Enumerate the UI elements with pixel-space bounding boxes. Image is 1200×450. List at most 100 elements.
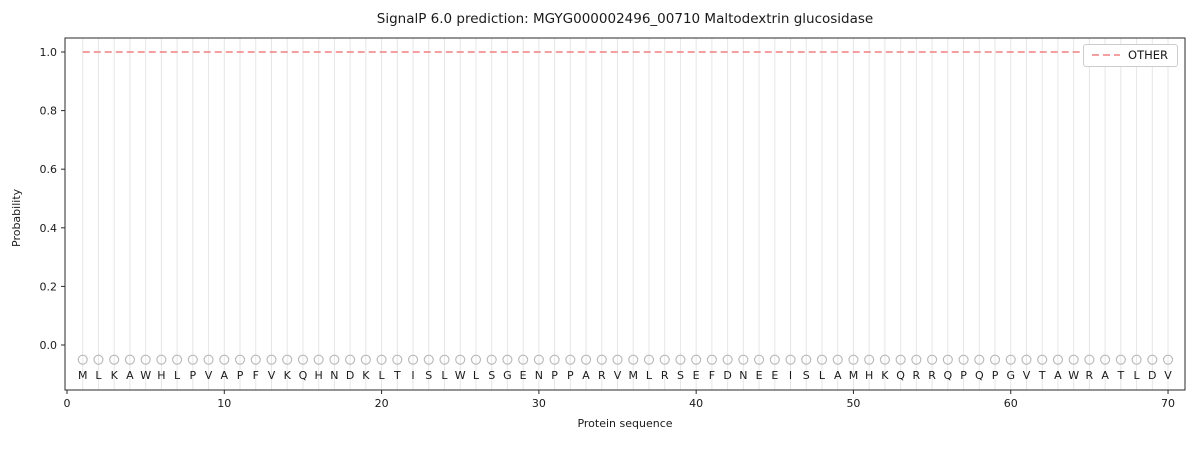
residue-marker-circle [1068, 354, 1079, 365]
residue-letter: W [1068, 369, 1079, 382]
residue-marker-circle [628, 354, 639, 365]
residue-letter: T [1116, 369, 1124, 382]
residue-letter: Q [299, 369, 308, 382]
residue-letter: I [789, 369, 792, 382]
residue-marker-circle [1131, 354, 1142, 365]
residue-letter: V [205, 369, 213, 382]
residue-letter: L [819, 369, 826, 382]
residue-letter: S [425, 369, 432, 382]
x-tick-label: 60 [1004, 397, 1018, 410]
residue-marker-circle [816, 354, 828, 365]
residue-marker-circle [565, 354, 576, 365]
y-tick-label: 0.6 [40, 163, 58, 176]
residue-marker-circle [738, 354, 749, 365]
residue-letter: K [881, 369, 889, 382]
residue-marker-circle [486, 354, 497, 365]
residue-letter: A [582, 369, 590, 382]
residue-marker-circle [376, 354, 387, 365]
residue-letter: R [928, 369, 936, 382]
residue-marker-circle [203, 354, 214, 365]
residue-letter: E [771, 369, 778, 382]
residue-letter: A [1054, 369, 1062, 382]
x-tick-label: 10 [217, 397, 231, 410]
residue-letter: H [157, 369, 165, 382]
residue-letter: P [190, 369, 197, 382]
x-tick-label: 0 [64, 397, 71, 410]
residue-letter: V [268, 369, 276, 382]
residue-letter: A [126, 369, 134, 382]
residue-marker-circle [832, 354, 843, 365]
residue-marker-circle [439, 354, 450, 365]
residue-letter: N [739, 369, 747, 382]
residue-marker-circle [156, 354, 167, 365]
residue-letter: P [551, 369, 558, 382]
residue-letter: A [834, 369, 842, 382]
residue-marker-circle [1084, 354, 1095, 365]
residue-marker-circle [1052, 354, 1063, 365]
residue-marker-circle [675, 354, 686, 365]
residue-marker-circle [958, 354, 969, 365]
residue-marker-circle [533, 354, 544, 365]
x-tick-label: 30 [532, 397, 546, 410]
residue-marker-circle [1100, 354, 1111, 365]
residue-letter: Q [943, 369, 952, 382]
residue-marker-circle [596, 354, 607, 365]
legend-dashed-line-icon [1092, 54, 1121, 56]
residue-letter: E [756, 369, 763, 382]
residue-marker-circle [879, 354, 890, 365]
residue-letter: N [535, 369, 543, 382]
residue-letter: T [1038, 369, 1046, 382]
residue-letter: Q [896, 369, 905, 382]
residue-marker-circle [470, 354, 482, 365]
residue-letter: P [567, 369, 574, 382]
residue-marker-circle [1021, 354, 1032, 365]
residue-marker-circle [785, 354, 796, 365]
x-tick-label: 40 [689, 397, 703, 410]
residue-letter: D [1148, 369, 1156, 382]
residue-letter: V [614, 369, 622, 382]
residue-letter: R [661, 369, 669, 382]
residue-marker-circle [691, 354, 702, 365]
residue-letter: S [488, 369, 495, 382]
residue-letter: I [411, 369, 414, 382]
residue-letter: V [1023, 369, 1031, 382]
x-tick-label: 70 [1161, 397, 1175, 410]
residue-marker-circle [360, 354, 371, 365]
residue-marker-circle [1162, 354, 1174, 365]
residue-marker-circle [77, 354, 88, 365]
residue-marker-circle [754, 354, 765, 365]
residue-marker-circle [250, 354, 261, 365]
residue-marker-circle [187, 354, 198, 365]
residue-marker-circle [1037, 354, 1048, 365]
residue-letter: K [284, 369, 292, 382]
residue-marker-circle [1005, 354, 1016, 365]
residue-letter: E [520, 369, 527, 382]
residue-letter: F [709, 369, 715, 382]
residue-letter: M [78, 369, 88, 382]
residue-marker-circle [549, 354, 560, 365]
residue-marker-circle [172, 354, 183, 365]
residue-letter: N [330, 369, 338, 382]
residue-letter: W [455, 369, 466, 382]
residue-letter: L [441, 369, 448, 382]
x-tick-label: 50 [846, 397, 860, 410]
residue-letter: L [646, 369, 653, 382]
residue-marker-circle [518, 354, 529, 365]
residue-letter: L [1134, 369, 1141, 382]
residue-marker-circle [124, 354, 135, 365]
y-tick-label: 1.0 [40, 46, 58, 59]
residue-letter: L [473, 369, 480, 382]
residue-letter: Q [975, 369, 984, 382]
residue-letter: S [677, 369, 684, 382]
x-tick-label: 20 [375, 397, 389, 410]
legend-label-other: OTHER [1128, 48, 1168, 62]
y-tick-label: 0.0 [40, 339, 58, 352]
residue-letter: H [865, 369, 873, 382]
residue-marker-circle [706, 354, 717, 365]
residue-marker-circle [93, 354, 104, 365]
x-axis-label: Protein sequence [577, 417, 673, 430]
residue-marker-circle [612, 354, 623, 365]
residue-letter: H [315, 369, 323, 382]
residue-marker-circle [722, 354, 733, 365]
residue-letter: G [1006, 369, 1015, 382]
